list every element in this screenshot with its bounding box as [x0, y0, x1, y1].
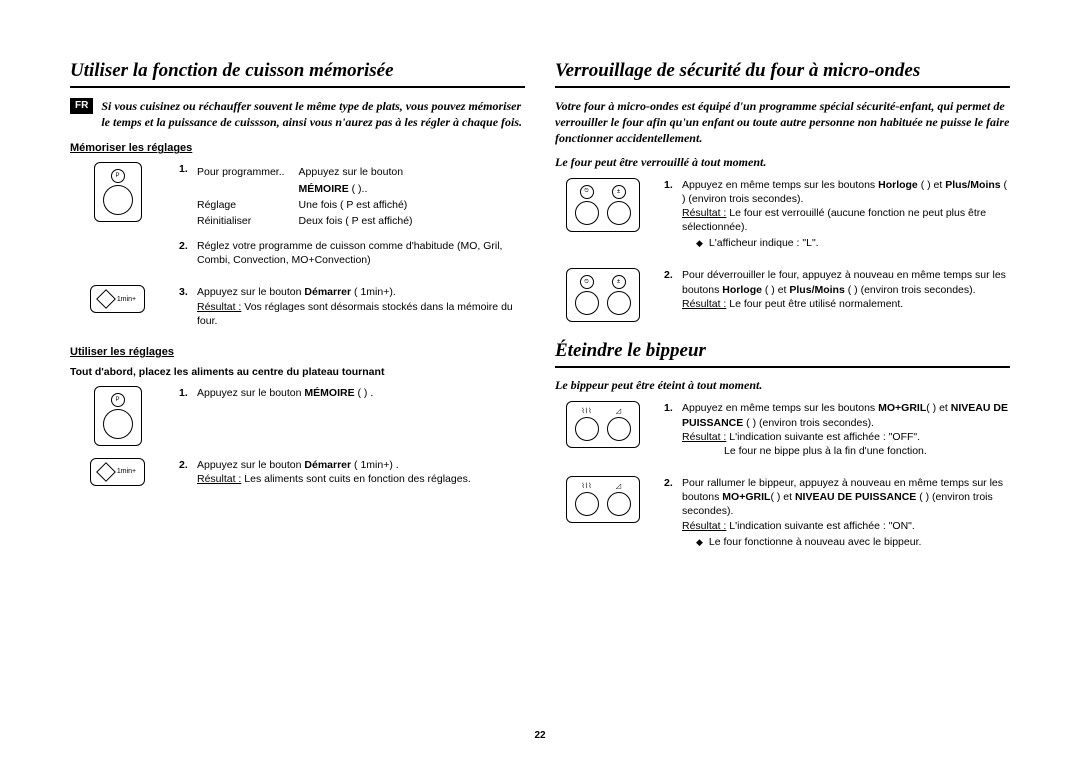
panel-illustration: ⏲ ±	[566, 268, 640, 322]
panel-illustration: ⌇⌇⌇ ◿	[566, 401, 640, 448]
onemin-label: 1min+	[117, 296, 136, 303]
step-number: 3.	[179, 285, 191, 328]
step-body: 1. Appuyez en même temps sur les boutons…	[664, 401, 1010, 464]
step-body: 1. Appuyez sur le bouton MÉMOIRE ( ) .	[179, 386, 525, 446]
use-heading: Utiliser les réglages	[70, 346, 525, 358]
step-number: 1.	[664, 178, 676, 251]
panel-illustration: 1min+	[90, 285, 145, 313]
text: Appuyez sur le bouton Démarrer ( 1min+).…	[197, 285, 525, 328]
memory-icon: P	[111, 169, 125, 183]
memorize-step-3: 1min+ 3. Appuyez sur le bouton Démarrer …	[70, 285, 525, 334]
power-icon: ◿	[616, 483, 621, 490]
panel-illustration: P	[94, 386, 142, 446]
panel-illustration: P	[94, 162, 142, 222]
memorize-heading: Mémoriser les réglages	[70, 142, 525, 154]
lock-intro: Votre four à micro-ondes est équipé d'un…	[555, 98, 1010, 147]
step-number: 1.	[179, 386, 191, 400]
step-body: 2. Pour déverrouiller le four, appuyez à…	[664, 268, 1010, 322]
cell	[197, 181, 299, 197]
use-step-2: 1min+ 2. Appuyez sur le bouton Démarrer …	[70, 458, 525, 492]
left-intro-row: FR Si vous cuisinez ou réchauffer souven…	[70, 98, 525, 130]
right-column: Verrouillage de sécurité du four à micro…	[555, 60, 1010, 567]
left-intro: Si vous cuisinez ou réchauffer souvent l…	[101, 98, 525, 130]
fr-badge: FR	[70, 98, 93, 114]
step-body: 3. Appuyez sur le bouton Démarrer ( 1min…	[179, 285, 525, 334]
step-body: 2. Pour rallumer le bippeur, appuyez à n…	[664, 476, 1010, 555]
step-illustration: 1min+	[70, 458, 165, 492]
cell: Deux fois ( P est affiché)	[299, 213, 427, 229]
plusminus-icon: ±	[612, 275, 626, 289]
start-icon	[96, 462, 116, 482]
onemin-label: 1min+	[117, 468, 136, 475]
left-column: Utiliser la fonction de cuisson mémorisé…	[70, 60, 525, 567]
step-number: 1.	[179, 162, 191, 233]
dial-icon	[607, 492, 631, 516]
panel-illustration: ⏲ ±	[566, 178, 640, 232]
clock-icon: ⏲	[580, 275, 594, 289]
text: Appuyez en même temps sur les boutons Ho…	[682, 178, 1010, 251]
cell: Pour programmer..	[197, 164, 299, 180]
dial-icon	[575, 492, 599, 516]
beeper-title: Éteindre le bippeur	[555, 340, 1010, 368]
plusminus-icon: ±	[612, 185, 626, 199]
step-illustration: 1min+	[70, 285, 165, 334]
page-number: 22	[534, 730, 545, 741]
dial-icon	[607, 417, 631, 441]
text: Appuyez en même temps sur les boutons MO…	[682, 401, 1010, 458]
clock-icon: ⏲	[580, 185, 594, 199]
step-number: 2.	[664, 268, 676, 311]
step-illustration: P	[70, 162, 165, 273]
start-icon	[96, 290, 116, 310]
text: Pour rallumer le bippeur, appuyez à nouv…	[682, 476, 1010, 549]
memory-icon: P	[111, 393, 125, 407]
step-body: 2. Appuyez sur le bouton Démarrer ( 1min…	[179, 458, 525, 492]
dial-icon	[575, 417, 599, 441]
dial-icon	[575, 201, 599, 225]
text: Réglez votre programme de cuisson comme …	[197, 239, 525, 267]
text: Appuyez sur le bouton MÉMOIRE ( ) .	[197, 386, 525, 400]
dial-icon	[103, 185, 133, 215]
beeper-step-2: ⌇⌇⌇ ◿ 2. Pour rallumer le bippeur, appuy…	[555, 476, 1010, 555]
use-step-1: P 1. Appuyez sur le bouton MÉMOIRE ( ) .	[70, 386, 525, 446]
diamond-bullet-icon: ◆	[696, 536, 703, 549]
beeper-sub: Le bippeur peut être éteint à tout momen…	[555, 378, 1010, 393]
lock-title: Verrouillage de sécurité du four à micro…	[555, 60, 1010, 88]
step-illustration: P	[70, 386, 165, 446]
cell: MÉMOIRE ( )..	[299, 181, 427, 197]
step-body: 1. Pour programmer.. Appuyez sur le bout…	[179, 162, 525, 273]
beeper-step-1: ⌇⌇⌇ ◿ 1. Appuyez en même temps sur les b…	[555, 401, 1010, 464]
cell: Une fois ( P est affiché)	[299, 197, 427, 213]
dial-icon	[575, 291, 599, 315]
text: Appuyez sur le bouton Démarrer ( 1min+) …	[197, 458, 525, 486]
step-number: 2.	[664, 476, 676, 549]
cell: Appuyez sur le bouton	[299, 164, 427, 180]
lock-step-2: ⏲ ± 2. Pour déverrouiller le four, appuy…	[555, 268, 1010, 322]
step-body: 1. Appuyez en même temps sur les boutons…	[664, 178, 1010, 257]
use-note: Tout d'abord, placez les aliments au cen…	[70, 366, 525, 378]
step-number: 2.	[179, 458, 191, 486]
step-number: 1.	[664, 401, 676, 458]
mogrill-icon: ⌇⌇⌇	[581, 483, 591, 490]
lock-sub: Le four peut être verrouillé à tout mome…	[555, 155, 1010, 170]
dial-icon	[607, 201, 631, 225]
step-number: 2.	[179, 239, 191, 267]
manual-page: Utiliser la fonction de cuisson mémorisé…	[70, 60, 1010, 567]
panel-illustration: 1min+	[90, 458, 145, 486]
lock-step-1: ⏲ ± 1. Appuyez en même temps sur les bou…	[555, 178, 1010, 257]
step-illustration: ⏲ ±	[555, 178, 650, 257]
text: Pour déverrouiller le four, appuyez à no…	[682, 268, 1010, 311]
diamond-bullet-icon: ◆	[696, 237, 703, 250]
left-title: Utiliser la fonction de cuisson mémorisé…	[70, 60, 525, 88]
step-illustration: ⌇⌇⌇ ◿	[555, 476, 650, 555]
cell: Réglage	[197, 197, 299, 213]
dial-icon	[103, 409, 133, 439]
cell: Réinitialiser	[197, 213, 299, 229]
mogrill-icon: ⌇⌇⌇	[581, 408, 591, 415]
memorize-step-1: P 1. Pour programmer.. Appuyez sur le bo…	[70, 162, 525, 273]
panel-illustration: ⌇⌇⌇ ◿	[566, 476, 640, 523]
step-illustration: ⌇⌇⌇ ◿	[555, 401, 650, 464]
dial-icon	[607, 291, 631, 315]
power-icon: ◿	[616, 408, 621, 415]
step-illustration: ⏲ ±	[555, 268, 650, 322]
